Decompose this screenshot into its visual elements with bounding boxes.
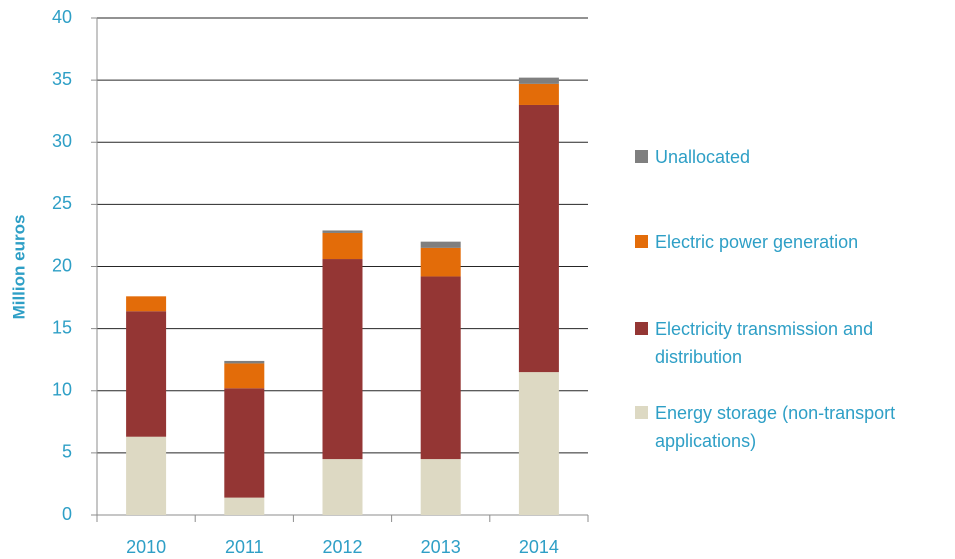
y-tick-label: 40 — [52, 7, 72, 27]
x-tick-label: 2011 — [225, 537, 264, 557]
bar-segment — [322, 259, 363, 460]
bar-segment — [322, 230, 363, 233]
bar-segment — [224, 363, 265, 389]
bar-segment — [322, 459, 363, 515]
y-tick-label: 5 — [62, 442, 72, 462]
bar-segment — [224, 497, 265, 515]
bar-segment — [420, 459, 461, 515]
bar-segment — [518, 77, 559, 84]
x-tick-label: 2014 — [519, 537, 559, 557]
y-tick-label: 30 — [52, 131, 72, 151]
legend-swatch — [635, 322, 648, 335]
bar-segment — [322, 232, 363, 260]
y-tick-label: 25 — [52, 193, 72, 213]
x-tick-label: 2012 — [322, 537, 362, 557]
bar-segment — [126, 296, 167, 312]
legend-swatch — [635, 406, 648, 419]
y-tick-label: 20 — [52, 255, 72, 275]
y-axis-label: Million euros — [9, 215, 28, 320]
bar-segment — [518, 372, 559, 515]
legend-item: Energy storage (non-transport applicatio… — [635, 399, 950, 455]
legend-item: Unallocated — [635, 143, 950, 171]
bar-segment — [518, 83, 559, 105]
x-tick-label: 2013 — [421, 537, 461, 557]
legend-label: Electric power generation — [655, 232, 859, 252]
legend-label: Electricity transmission and distributio… — [655, 319, 874, 367]
y-tick-label: 35 — [52, 69, 72, 89]
legend-item: Electricity transmission and distributio… — [635, 315, 950, 371]
legend-label: Unallocated — [655, 147, 751, 167]
bar-segment — [420, 241, 461, 248]
x-tick-label: 2010 — [126, 537, 166, 557]
legend-label: Energy storage (non-transport applicatio… — [655, 403, 896, 451]
y-tick-label: 15 — [52, 317, 72, 337]
y-tick-label: 0 — [62, 504, 72, 524]
bar-segment — [126, 311, 167, 437]
bar-segment — [420, 247, 461, 277]
bar-segment — [224, 360, 265, 364]
legend-swatch — [635, 235, 648, 248]
bar-segment — [126, 436, 167, 515]
legend-item: Electric power generation — [635, 228, 950, 256]
legend-swatch — [635, 150, 648, 163]
bar-segment — [224, 388, 265, 498]
y-tick-label: 10 — [52, 380, 72, 400]
bar-segment — [420, 276, 461, 460]
bar-segment — [518, 104, 559, 373]
